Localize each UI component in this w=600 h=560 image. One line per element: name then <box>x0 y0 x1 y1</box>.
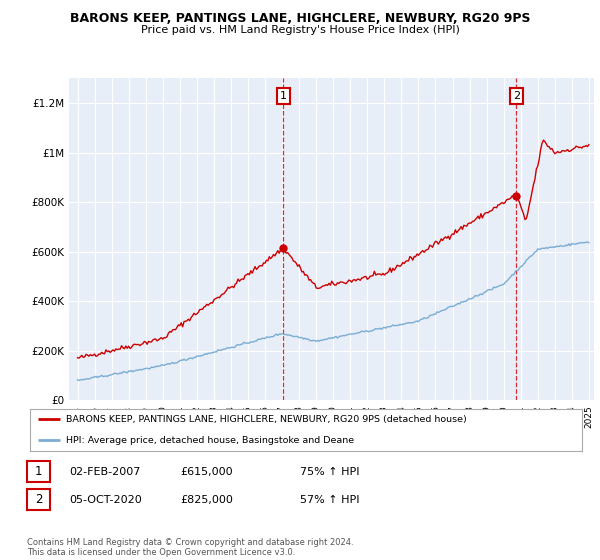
Text: 57% ↑ HPI: 57% ↑ HPI <box>300 494 359 505</box>
Text: £825,000: £825,000 <box>180 494 233 505</box>
Text: 05-OCT-2020: 05-OCT-2020 <box>69 494 142 505</box>
Text: 1: 1 <box>35 465 42 478</box>
Text: HPI: Average price, detached house, Basingstoke and Deane: HPI: Average price, detached house, Basi… <box>66 436 354 445</box>
Text: Contains HM Land Registry data © Crown copyright and database right 2024.
This d: Contains HM Land Registry data © Crown c… <box>27 538 353 557</box>
Text: 1: 1 <box>280 91 287 101</box>
Text: BARONS KEEP, PANTINGS LANE, HIGHCLERE, NEWBURY, RG20 9PS: BARONS KEEP, PANTINGS LANE, HIGHCLERE, N… <box>70 12 530 25</box>
Text: 02-FEB-2007: 02-FEB-2007 <box>69 466 140 477</box>
Text: 75% ↑ HPI: 75% ↑ HPI <box>300 466 359 477</box>
Text: BARONS KEEP, PANTINGS LANE, HIGHCLERE, NEWBURY, RG20 9PS (detached house): BARONS KEEP, PANTINGS LANE, HIGHCLERE, N… <box>66 415 467 424</box>
Text: 2: 2 <box>35 493 42 506</box>
Text: £615,000: £615,000 <box>180 466 233 477</box>
Text: 2: 2 <box>513 91 520 101</box>
Text: Price paid vs. HM Land Registry's House Price Index (HPI): Price paid vs. HM Land Registry's House … <box>140 25 460 35</box>
